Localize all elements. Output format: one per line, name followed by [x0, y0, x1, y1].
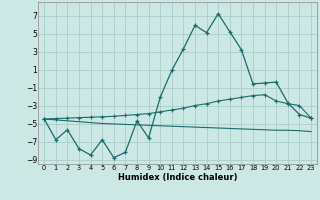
- X-axis label: Humidex (Indice chaleur): Humidex (Indice chaleur): [118, 173, 237, 182]
